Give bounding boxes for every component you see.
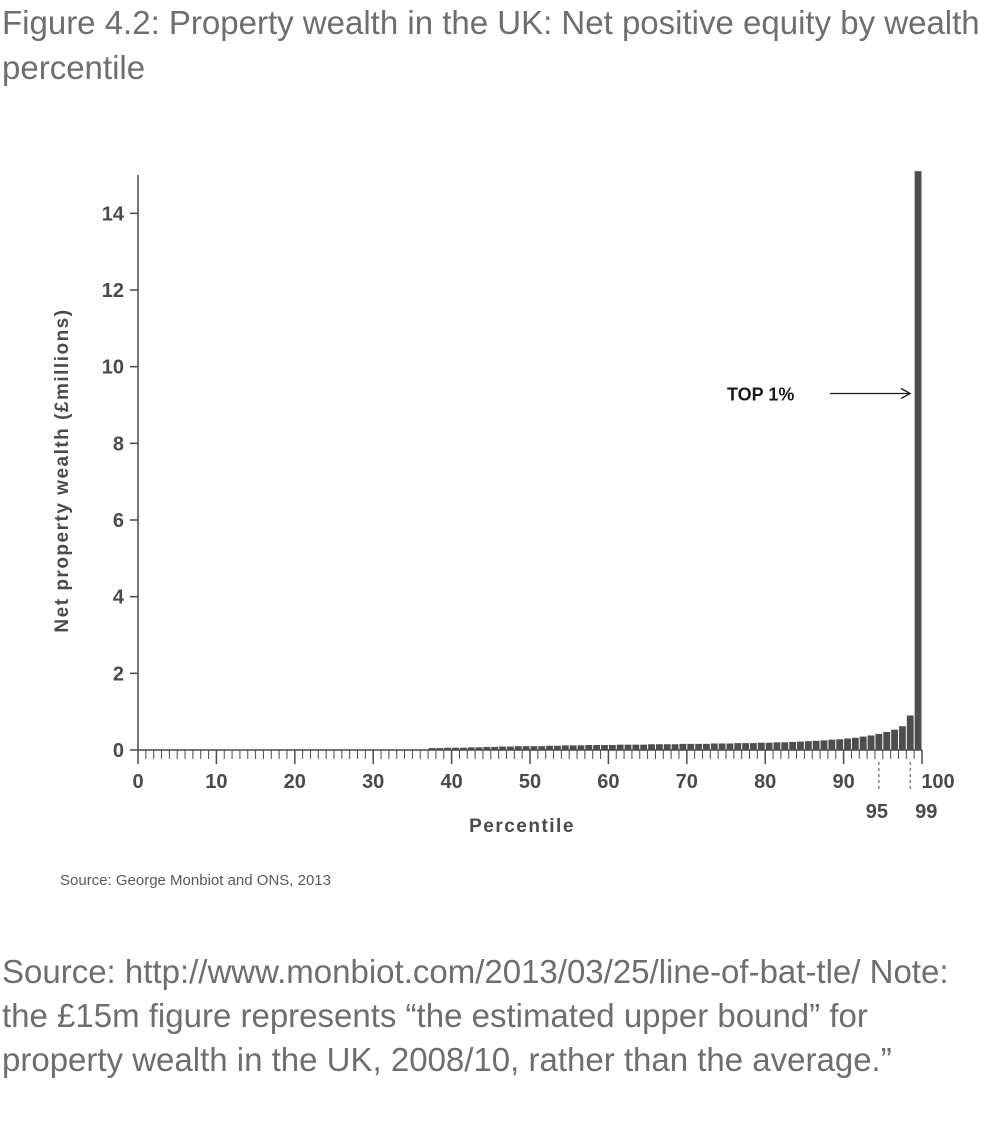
x-tick-label-0: 0 <box>132 771 143 793</box>
y-tick-label-8: 8 <box>113 433 124 455</box>
bar-percentile-70 <box>679 743 687 750</box>
bar-percentile-56 <box>569 745 577 750</box>
bar-percentile-97 <box>891 729 898 750</box>
bar-percentile-55 <box>561 745 569 750</box>
bar-percentile-67 <box>655 744 663 750</box>
bar-percentile-84 <box>789 741 797 750</box>
bar-percentile-92 <box>851 737 859 750</box>
bar-percentile-61 <box>608 745 616 750</box>
bar-percentile-74 <box>710 743 718 750</box>
x-axis-title: Percentile <box>469 816 575 837</box>
bar-percentile-44 <box>475 747 483 750</box>
bar-percentile-80 <box>757 742 765 750</box>
x-tick-label-50: 50 <box>519 771 541 793</box>
bar-percentile-58 <box>585 745 593 750</box>
bar-percentile-90 <box>836 739 844 750</box>
annotation-top-1: TOP 1% <box>727 385 794 405</box>
x-tick-label-10: 10 <box>205 771 227 793</box>
bar-percentile-100 <box>914 171 922 750</box>
bar-percentile-43 <box>467 747 475 750</box>
bar-percentile-75 <box>718 743 726 750</box>
bar-percentile-79 <box>750 743 757 750</box>
figure-title: Figure 4.2: Property wealth in the UK: N… <box>2 4 980 86</box>
bar-percentile-54 <box>554 745 561 750</box>
x-tick-label-70: 70 <box>676 771 698 793</box>
bar-percentile-88 <box>820 740 828 750</box>
y-tick-label-4: 4 <box>113 587 125 609</box>
y-tick-label-14: 14 <box>102 203 125 225</box>
bar-percentile-57 <box>577 745 585 750</box>
bar-percentile-68 <box>663 744 671 750</box>
x-tick-label-80: 80 <box>754 771 776 793</box>
bar-percentile-40 <box>444 747 452 750</box>
bar-percentile-86 <box>804 741 812 750</box>
bar-percentile-82 <box>773 742 781 750</box>
bar-percentile-59 <box>593 745 601 750</box>
bar-percentile-96 <box>883 731 891 750</box>
bar-percentile-78 <box>742 743 750 750</box>
axes-group <box>130 175 923 792</box>
bars-group <box>428 171 922 750</box>
bar-percentile-49 <box>514 746 522 750</box>
bar-percentile-60 <box>601 745 608 750</box>
bar-percentile-47 <box>499 746 506 750</box>
x-tick-label-95: 95 <box>866 801 888 823</box>
bar-percentile-64 <box>632 744 640 750</box>
bar-percentile-83 <box>781 742 789 750</box>
bar-percentile-81 <box>765 742 773 750</box>
x-tick-label-90: 90 <box>832 771 854 793</box>
x-tick-label-60: 60 <box>597 771 619 793</box>
y-tick-label-0: 0 <box>113 740 124 762</box>
bar-percentile-77 <box>734 743 742 750</box>
y-tick-label-6: 6 <box>113 510 124 532</box>
bar-percentile-98 <box>898 726 906 750</box>
bar-percentile-41 <box>452 747 459 750</box>
source-note: Source: http://www.monbiot.com/2013/03/2… <box>2 953 949 1078</box>
bar-percentile-62 <box>616 744 624 750</box>
bar-percentile-71 <box>687 743 695 750</box>
annotation-arrow-head-icon <box>900 387 912 400</box>
bar-percentile-87 <box>812 740 820 750</box>
bar-percentile-73 <box>702 743 710 750</box>
bar-percentile-53 <box>546 745 554 750</box>
bar-percentile-66 <box>648 744 655 750</box>
bar-percentile-72 <box>695 743 702 750</box>
x-tick-label-20: 20 <box>284 771 306 793</box>
bar-percentile-85 <box>797 741 804 750</box>
bar-percentile-38 <box>428 748 436 750</box>
bar-percentile-91 <box>844 738 851 750</box>
bar-chart: 0 2 4 6 8 10 12 14 0 10 20 30 40 50 60 70 80 90 100 95 99 Per… <box>52 171 955 837</box>
bar-percentile-93 <box>859 736 867 750</box>
y-tick-label-10: 10 <box>102 357 124 379</box>
labels-group: 0 2 4 6 8 10 12 14 0 10 20 30 40 50 60 70 80 90 100 95 99 Per… <box>52 203 955 837</box>
bar-percentile-51 <box>530 746 538 750</box>
chart-source: Source: George Monbiot and ONS, 2013 <box>60 872 331 889</box>
bar-percentile-99 <box>906 715 914 750</box>
bar-percentile-89 <box>828 739 836 750</box>
bar-percentile-63 <box>624 744 632 750</box>
y-axis-title: Net property wealth (£millions) <box>52 308 73 632</box>
x-tick-label-40: 40 <box>440 771 462 793</box>
bar-percentile-52 <box>538 746 546 750</box>
bar-percentile-39 <box>436 748 444 750</box>
bar-percentile-94 <box>867 735 875 750</box>
x-tick-label-99: 99 <box>915 801 937 823</box>
bar-percentile-76 <box>726 743 734 750</box>
y-tick-label-12: 12 <box>102 280 124 302</box>
bar-percentile-46 <box>491 746 499 750</box>
bar-percentile-42 <box>459 747 467 750</box>
bar-percentile-45 <box>483 746 491 750</box>
bar-percentile-95 <box>875 733 883 750</box>
bar-percentile-50 <box>522 746 530 750</box>
x-tick-label-30: 30 <box>362 771 384 793</box>
x-tick-label-100: 100 <box>921 771 954 793</box>
y-tick-label-2: 2 <box>113 663 124 685</box>
bar-percentile-65 <box>640 744 648 750</box>
bar-percentile-69 <box>671 744 679 750</box>
bar-percentile-48 <box>506 746 514 750</box>
